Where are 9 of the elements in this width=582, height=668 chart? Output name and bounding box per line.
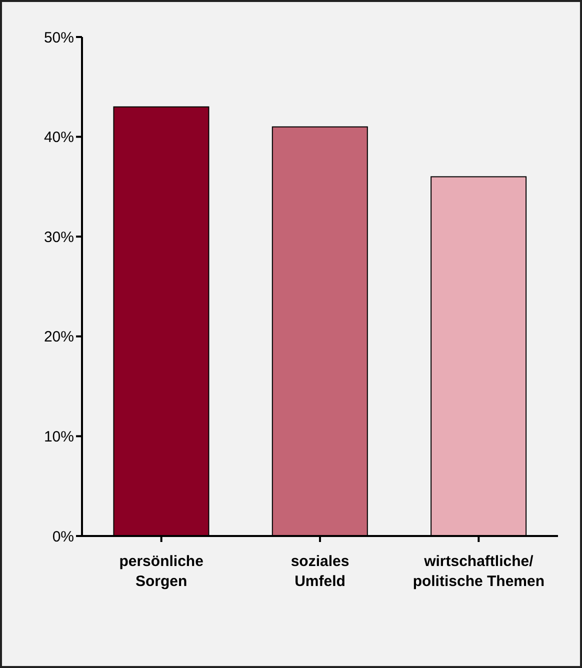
y-tick-label: 0% <box>52 528 74 546</box>
y-tick-label: 40% <box>44 129 74 146</box>
y-tick-label: 50% <box>44 29 74 46</box>
y-tick-label: 30% <box>44 228 74 246</box>
y-tick-label: 10% <box>44 428 74 446</box>
y-tick-label: 20% <box>44 328 74 346</box>
x-tick-label: wirtschaftliche/ politische Themen <box>412 553 545 590</box>
x-tick-label: soziales Umfeld <box>290 553 350 590</box>
x-tick-label: persönliche Sorgen <box>119 553 204 590</box>
